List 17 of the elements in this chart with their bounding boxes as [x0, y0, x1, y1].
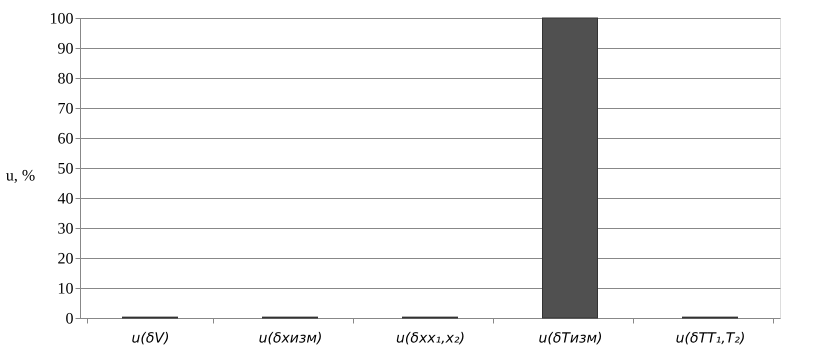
y-tick-label: 10 — [58, 280, 74, 298]
y-tick-label: 70 — [58, 100, 74, 118]
y-tick-label: 60 — [58, 130, 74, 148]
x-tick-label: u(δV) — [132, 330, 170, 346]
x-tick-label: u(δxx₁,x₂) — [396, 330, 465, 346]
y-tick-label: 20 — [58, 250, 74, 268]
y-tick-label: 50 — [58, 160, 74, 178]
y-tick-label: 80 — [58, 70, 74, 88]
y-tick-label: 30 — [58, 220, 74, 238]
x-tick-label: u(δTизм) — [538, 330, 603, 346]
y-tick-label: 100 — [50, 10, 74, 28]
y-tick-label: 0 — [66, 310, 74, 328]
y-axis-title: u, % — [6, 168, 36, 184]
x-tick-label: u(δxизм) — [258, 330, 322, 346]
x-tick-label: u(δTT₁,T₂) — [676, 330, 746, 346]
y-tick-label: 90 — [58, 40, 74, 58]
y-tick-label: 40 — [58, 190, 74, 208]
